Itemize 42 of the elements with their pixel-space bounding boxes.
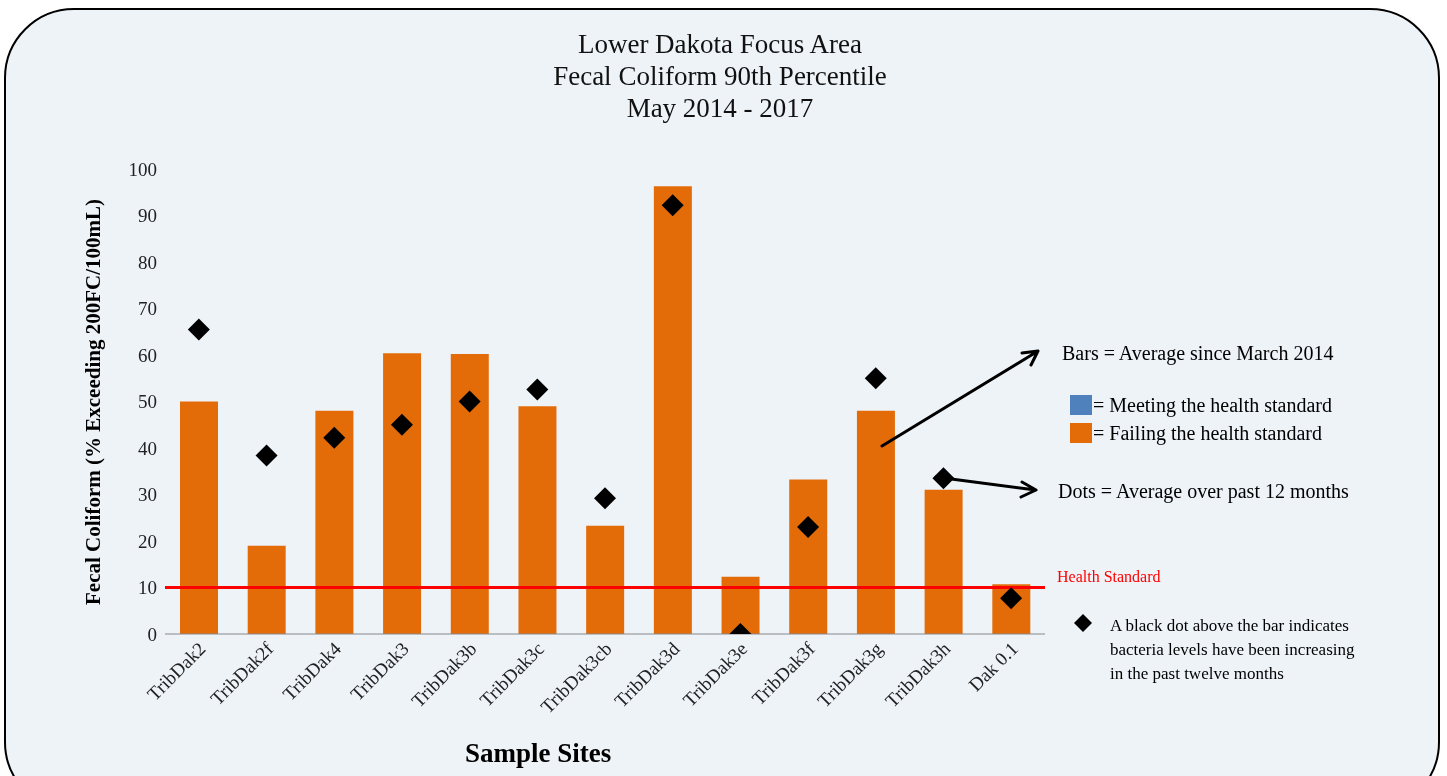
point: [458, 390, 481, 413]
y-tick-label: 40: [138, 437, 157, 459]
bar: [518, 406, 557, 634]
point: [661, 194, 684, 217]
text: = Failing the health standard: [1093, 421, 1323, 446]
y-tick-label: 70: [138, 298, 157, 320]
ref-line-label: Health Standard: [1057, 567, 1161, 585]
x-tick-label: Dak 0.1: [964, 637, 1022, 696]
point: [594, 487, 616, 510]
y-tick-label: 0: [147, 623, 157, 645]
point: [255, 444, 278, 467]
bar: [653, 186, 692, 634]
y-tick-label: 90: [138, 205, 157, 227]
point: [797, 516, 820, 539]
bar: [315, 410, 354, 634]
bar: [450, 354, 489, 634]
y-axis-title: Fecal Coliform (% Exceeding 200FC/100mL): [80, 199, 106, 605]
x-axis-title: Sample Sites: [465, 738, 612, 769]
text: = Meeting the health standard: [1093, 393, 1332, 418]
text: Bars = Average since March 2014: [1062, 341, 1334, 366]
text: Dots = Average over past 12 months: [1058, 479, 1349, 504]
chart-title: Lower Dakota Focus Area Fecal Coliform 90th Percentile May 2014 - 2017: [552, 28, 888, 124]
bar: [856, 410, 895, 634]
y-tick-label: 20: [138, 530, 157, 552]
y-tick-label: 30: [138, 484, 157, 506]
point: [390, 413, 413, 436]
point: [323, 426, 346, 449]
bar: [383, 353, 422, 634]
bar: [180, 401, 218, 634]
point: [187, 318, 210, 341]
bar: [247, 545, 286, 634]
y-tick-label: 100: [128, 158, 157, 180]
point: [864, 367, 887, 390]
bar: [924, 489, 963, 634]
y-tick-label: 60: [138, 344, 157, 366]
y-tick-label: 50: [138, 391, 157, 413]
point: [526, 378, 549, 401]
bar: [586, 525, 625, 634]
bar: [789, 479, 828, 634]
text: A black dot above the bar indicates bacteria levels have been increasing in the past twelve months: [1110, 615, 1356, 685]
y-tick-label: 80: [138, 251, 157, 273]
y-tick-label: 10: [138, 577, 157, 599]
